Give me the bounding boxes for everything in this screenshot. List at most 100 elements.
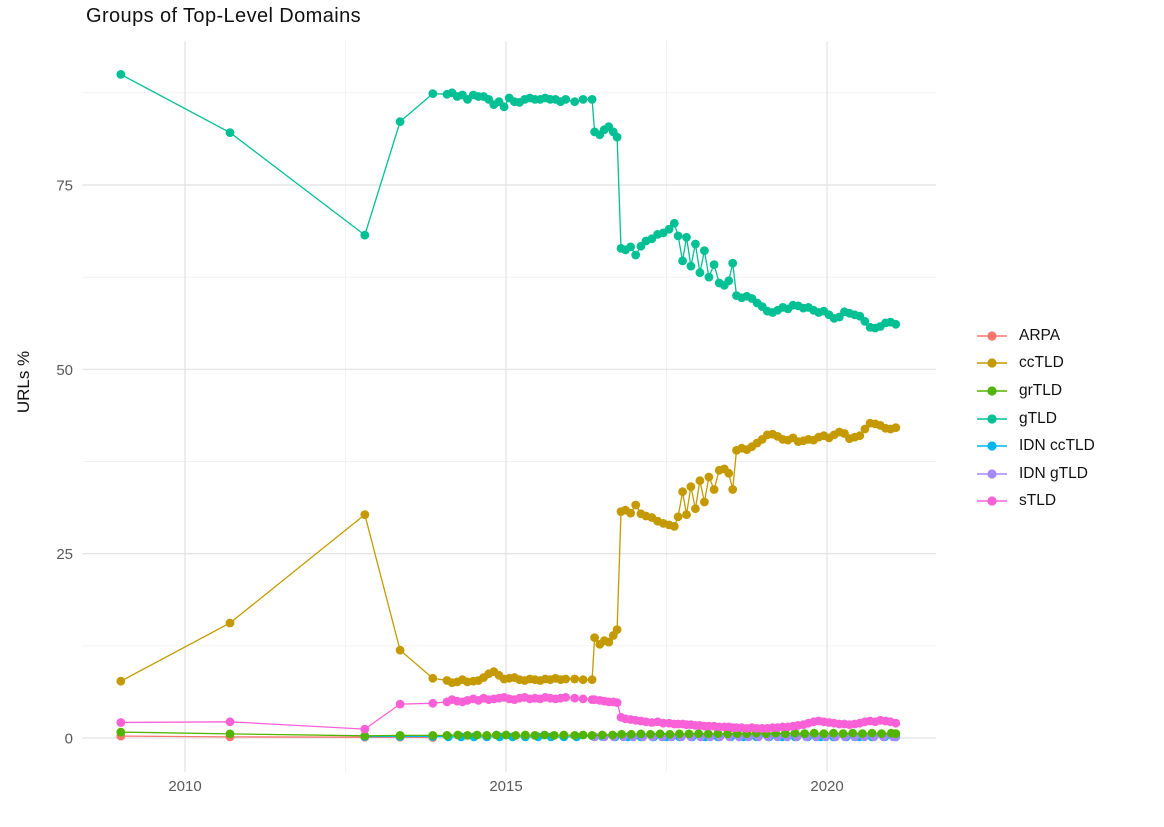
point-cctld [709,485,719,494]
point-grtld [530,731,540,740]
point-grtld [511,731,521,740]
point-cctld [570,674,580,684]
legend: ARPA ccTLD grTLD gTLD IDN ccTLD IDN gTLD sTLD [975,322,1095,515]
legend-label: sTLD [1019,492,1057,510]
point-grtld [442,731,452,740]
point-grtld [608,730,617,740]
point-gtld [578,95,588,104]
point-cctld [360,510,370,519]
gridlines-major [82,41,937,772]
point-grtld [829,728,838,738]
point-grtld [472,730,482,740]
legend-key-dot [987,331,997,341]
point-grtld [800,729,809,738]
x-tick-label: 2015 [489,778,522,795]
point-grtld [559,730,569,740]
point-cctld [678,487,687,497]
legend-item-grtld: grTLD [975,377,1095,405]
point-grtld [780,729,790,738]
point-cctld [724,468,734,478]
legend-key-idn-gtld-icon [977,469,1007,479]
point-grtld [723,729,732,739]
point-gtld [700,246,709,256]
point-grtld [646,729,655,739]
legend-label: IDN ccTLD [1019,437,1095,455]
point-stld [395,699,405,709]
point-gtld [709,260,719,269]
legend-key-stld-icon [977,496,1007,506]
line-cctld [120,422,896,684]
point-grtld [225,729,235,739]
legend-label: ccTLD [1019,354,1064,372]
point-cctld [673,512,683,522]
legend-key-cctld-icon [977,358,1007,368]
y-tick-label: 75 [56,177,73,194]
point-grtld [570,731,580,740]
legend-key-dot [987,441,997,451]
point-gtld [728,258,738,268]
point-gtld [695,268,705,278]
point-grtld [858,729,867,738]
point-gtld [561,95,571,104]
point-stld [428,698,438,708]
point-gtld [626,242,635,252]
legend-key-idn-cctld-icon [977,441,1007,451]
series-gtld [116,70,901,333]
point-cctld [225,618,235,628]
point-cctld [395,645,405,655]
point-cctld [686,482,696,491]
point-gtld [664,224,674,234]
point-gtld [499,102,509,112]
point-gtld [678,256,687,266]
point-stld [612,698,622,707]
point-grtld [819,729,829,738]
point-grtld [482,731,492,740]
x-tick-label: 2010 [168,778,201,795]
legend-item-cctld: ccTLD [975,350,1095,378]
point-cctld [116,676,126,686]
point-stld [116,718,126,727]
point-cctld [587,675,597,685]
legend-label: IDN gTLD [1019,464,1088,482]
legend-key-dot [987,413,997,424]
point-stld [360,724,370,734]
point-gtld [631,250,641,260]
point-cctld [669,522,679,531]
point-cctld [700,497,709,507]
point-gtld [225,128,235,138]
legend-item-idn-cctld: IDN ccTLD [975,432,1095,460]
legend-key-dot [987,386,997,396]
point-cctld [860,424,870,434]
point-cctld [612,625,622,634]
point-grtld [395,731,405,740]
point-grtld [636,729,646,739]
point-cctld [891,423,901,432]
point-gtld [704,272,714,282]
point-cctld [695,476,705,486]
point-grtld [626,729,636,739]
point-grtld [492,730,501,740]
point-gtld [891,319,901,329]
legend-key-dot [987,469,997,479]
point-grtld [655,729,665,739]
point-cctld [728,485,738,494]
point-grtld [848,728,858,738]
point-grtld [540,730,549,740]
point-gtld [691,239,700,249]
point-grtld [360,731,370,741]
legend-key-arpa-icon [977,331,1007,341]
point-grtld [838,729,848,738]
legend-label: grTLD [1019,381,1063,399]
point-cctld [855,431,865,441]
line-gtld [120,73,897,329]
point-gtld [570,97,580,107]
point-grtld [713,729,723,738]
point-grtld [520,730,530,740]
legend-item-gtld: gTLD [975,405,1095,433]
point-cctld [561,674,571,684]
point-gtld [724,276,734,286]
point-gtld [673,231,683,241]
point-stld [891,718,901,728]
point-gtld [612,132,622,142]
